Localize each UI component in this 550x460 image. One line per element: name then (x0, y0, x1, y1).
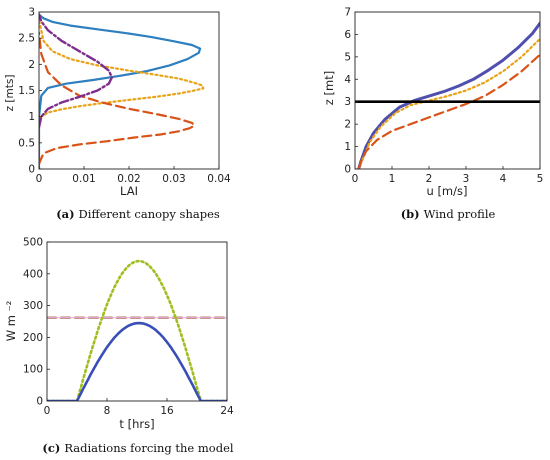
series-line-2 (39, 18, 205, 123)
series-group (39, 13, 205, 169)
series-line-3 (357, 53, 540, 169)
panel-b-xlabel: u [m/s] (427, 184, 468, 198)
series-line-4 (47, 321, 227, 401)
panel-a-caption: (a) Different canopy shapes (56, 207, 220, 221)
axes-box (46, 241, 228, 402)
axes-box (354, 11, 541, 170)
y-tick-label: 100 (23, 364, 43, 376)
y-tick-label: 3 (28, 7, 35, 19)
panel-c-ylabel: W m ⁻² (4, 301, 18, 342)
panel-b-ylabel: z [mt] (322, 71, 336, 105)
panel-a-xlabel: LAI (120, 184, 138, 198)
y-tick-label: 400 (23, 268, 43, 280)
x-tick-label: 24 (220, 405, 234, 417)
panel-c-xlabel: t [hrs] (119, 417, 154, 431)
x-tick-label: 5 (537, 173, 544, 185)
y-tick-label: 2 (344, 119, 351, 131)
series-line-2 (357, 37, 540, 169)
panel-c: W m ⁻² t [hrs] (c) Radiations forcing the… (4, 237, 234, 456)
panel-a-ylabel: z [mts] (4, 75, 16, 112)
y-tick-label: 3 (344, 96, 351, 108)
panel-b-caption: (b) Wind profile (401, 207, 496, 221)
y-tick-label: 0 (28, 164, 35, 176)
y-tick-label: 1 (344, 141, 351, 153)
x-tick-label: 8 (104, 405, 111, 417)
x-tick-label: 4 (500, 173, 507, 185)
y-tick-label: 6 (344, 29, 351, 41)
panel-a: z [mts] LAI (a) Different canopy shapes 0… (4, 7, 231, 222)
series-line-1 (39, 13, 202, 169)
x-tick-label: 0.01 (72, 173, 95, 185)
y-tick-label: 5 (344, 51, 351, 63)
series-group (47, 259, 227, 401)
series-line-4 (39, 13, 114, 129)
panel-c-caption: (c) Radiations forcing the model (42, 441, 233, 455)
y-tick-label: 0 (36, 396, 43, 408)
y-tick-label: 300 (23, 300, 43, 312)
series-line-3 (47, 259, 227, 401)
y-tick-label: 0 (344, 164, 351, 176)
panel-a-plot: 0 0.01 0.02 0.03 0.04 0 0.5 1 1.5 2 2.5 3 (18, 7, 231, 186)
y-tick-label: 7 (344, 7, 351, 19)
x-tick-label: 0.02 (117, 173, 140, 185)
panel-c-plot: 0 8 16 24 0 100 200 300 400 500 (23, 237, 234, 418)
y-tick-label: 0.5 (18, 137, 35, 149)
series-group (357, 21, 540, 169)
y-tick-label: 2.5 (18, 33, 35, 45)
x-tick-label: 16 (160, 405, 174, 417)
series-line-3 (39, 31, 196, 165)
panel-b-plot: 0 1 2 3 4 5 0 1 2 3 4 5 6 7 (344, 7, 543, 186)
y-tick-label: 500 (23, 237, 43, 249)
y-tick-label: 200 (23, 332, 43, 344)
y-tick-label: 1 (28, 111, 35, 123)
x-tick-label: 2 (426, 173, 433, 185)
series-line-1 (357, 21, 540, 169)
x-tick-label: 3 (463, 173, 470, 185)
x-tick-label: 1 (389, 173, 396, 185)
x-tick-label: 0.03 (162, 173, 185, 185)
y-tick-label: 1.5 (18, 85, 35, 97)
x-tick-label: 0.04 (207, 173, 231, 185)
x-tick-label: 0 (44, 405, 51, 417)
x-tick-label: 0 (36, 173, 43, 185)
y-tick-label: 4 (344, 74, 351, 86)
x-tick-label: 0 (352, 173, 359, 185)
y-tick-label: 2 (28, 59, 35, 71)
panel-b: z [mt] u [m/s] (b) Wind profile 0 1 2 3 4 5 0 1 2… (322, 7, 543, 222)
